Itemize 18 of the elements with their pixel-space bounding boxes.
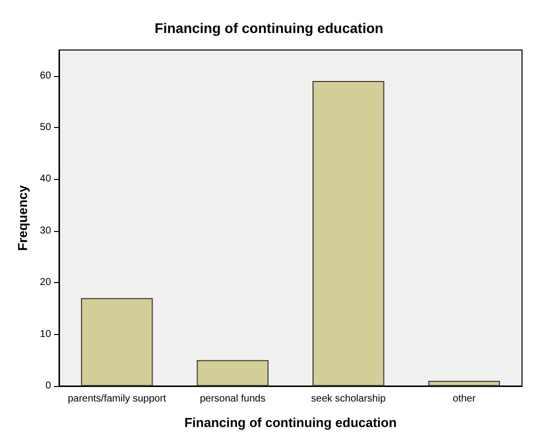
bar (428, 380, 500, 386)
bar (196, 360, 269, 386)
y-tick-label: 0 (45, 380, 52, 392)
x-tick-label: seek scholarship (311, 394, 386, 404)
x-axis-title: Financing of continuing education (184, 415, 397, 430)
y-axis-title: Frequency (15, 184, 30, 251)
y-tick-label: 50 (40, 122, 52, 134)
bar (81, 298, 153, 386)
y-tick-label: 20 (40, 277, 52, 288)
x-tick-label: personal funds (200, 394, 266, 404)
chart-title: Financing of continuing education (154, 20, 384, 36)
bar (312, 81, 384, 386)
y-tick-label: 10 (40, 328, 52, 340)
y-tick-label: 40 (40, 174, 52, 185)
x-tick-label: other (452, 394, 476, 404)
x-tick-label: parents/family support (68, 394, 166, 404)
y-tick-label: 60 (40, 70, 52, 82)
y-tick-label: 30 (40, 225, 52, 236)
